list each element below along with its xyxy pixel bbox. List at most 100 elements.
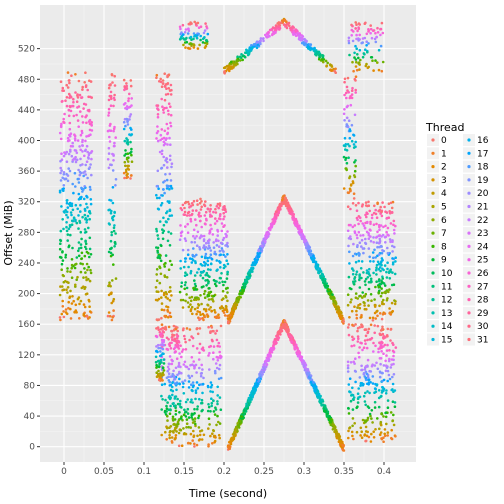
data-point — [343, 136, 347, 140]
data-point — [386, 297, 389, 300]
data-point — [168, 436, 171, 440]
data-point — [255, 46, 259, 50]
data-point — [166, 419, 169, 422]
data-point — [182, 363, 186, 366]
data-point — [183, 31, 187, 34]
data-point — [209, 434, 212, 438]
data-point — [376, 230, 379, 234]
data-point — [83, 267, 86, 270]
data-point — [344, 91, 348, 95]
data-point — [392, 223, 395, 227]
data-point — [76, 177, 80, 181]
data-point — [169, 184, 173, 188]
data-point — [67, 281, 70, 285]
y-tick-label: 160 — [18, 320, 35, 330]
data-point — [391, 419, 395, 422]
data-point — [365, 32, 369, 36]
data-point — [166, 166, 169, 169]
data-point — [129, 177, 132, 180]
data-point — [84, 276, 88, 279]
data-point — [82, 303, 86, 306]
data-point — [194, 391, 198, 395]
data-point — [85, 250, 89, 254]
data-point — [157, 328, 160, 332]
data-point — [174, 434, 178, 437]
data-point — [75, 151, 79, 155]
data-point — [88, 279, 92, 283]
data-point — [107, 114, 110, 117]
data-point — [162, 308, 166, 312]
data-point — [59, 242, 62, 245]
data-point — [214, 408, 218, 411]
data-point — [393, 302, 397, 306]
data-point — [175, 357, 179, 361]
data-point — [366, 331, 370, 335]
data-point — [361, 247, 365, 250]
data-point — [167, 217, 170, 221]
data-point — [172, 404, 176, 408]
data-point — [392, 228, 396, 232]
data-point — [180, 208, 184, 212]
data-point — [176, 397, 179, 401]
data-point — [160, 296, 163, 299]
data-point — [388, 357, 391, 361]
data-point — [65, 201, 69, 205]
data-point — [378, 234, 382, 237]
data-point — [72, 191, 75, 195]
data-point — [198, 201, 202, 205]
data-point — [372, 430, 376, 434]
data-point — [199, 208, 203, 211]
data-point — [59, 179, 63, 182]
data-point — [203, 315, 206, 319]
legend-dot — [467, 271, 471, 275]
data-point — [195, 312, 198, 316]
data-point — [180, 350, 184, 353]
data-point — [213, 250, 217, 254]
data-point — [386, 335, 389, 338]
y-tick-label: 0 — [29, 443, 35, 453]
data-point — [80, 257, 83, 261]
data-point — [200, 225, 203, 229]
data-point — [382, 298, 385, 302]
data-point — [394, 256, 398, 260]
data-point — [223, 314, 227, 317]
data-point — [392, 390, 395, 394]
data-point — [184, 239, 188, 242]
data-point — [354, 204, 358, 207]
data-point — [363, 419, 367, 422]
data-point — [377, 389, 381, 392]
data-point — [80, 237, 83, 241]
data-point — [130, 160, 134, 163]
data-point — [184, 400, 188, 404]
y-tick-label: 240 — [18, 259, 35, 269]
data-point — [307, 247, 311, 250]
data-point — [192, 199, 196, 203]
data-point — [206, 256, 209, 260]
data-point — [336, 305, 340, 308]
legend-dot — [467, 165, 471, 169]
data-point — [215, 423, 218, 427]
data-point — [110, 301, 113, 305]
data-point — [274, 24, 278, 27]
data-point — [65, 199, 69, 202]
data-point — [243, 284, 246, 287]
data-point — [188, 328, 192, 331]
data-point — [353, 230, 357, 233]
data-point — [284, 327, 287, 331]
data-point — [200, 205, 203, 209]
data-point — [376, 260, 380, 264]
data-point — [208, 210, 212, 213]
data-point — [189, 303, 192, 306]
data-point — [113, 210, 116, 214]
data-point — [106, 314, 110, 318]
data-point — [164, 261, 167, 265]
data-point — [275, 337, 278, 341]
data-point — [76, 139, 80, 142]
data-point — [66, 136, 70, 140]
data-point — [366, 390, 369, 393]
data-point — [181, 418, 184, 422]
data-point — [342, 155, 346, 159]
data-point — [313, 46, 316, 50]
data-point — [354, 65, 358, 68]
data-point — [366, 299, 370, 302]
